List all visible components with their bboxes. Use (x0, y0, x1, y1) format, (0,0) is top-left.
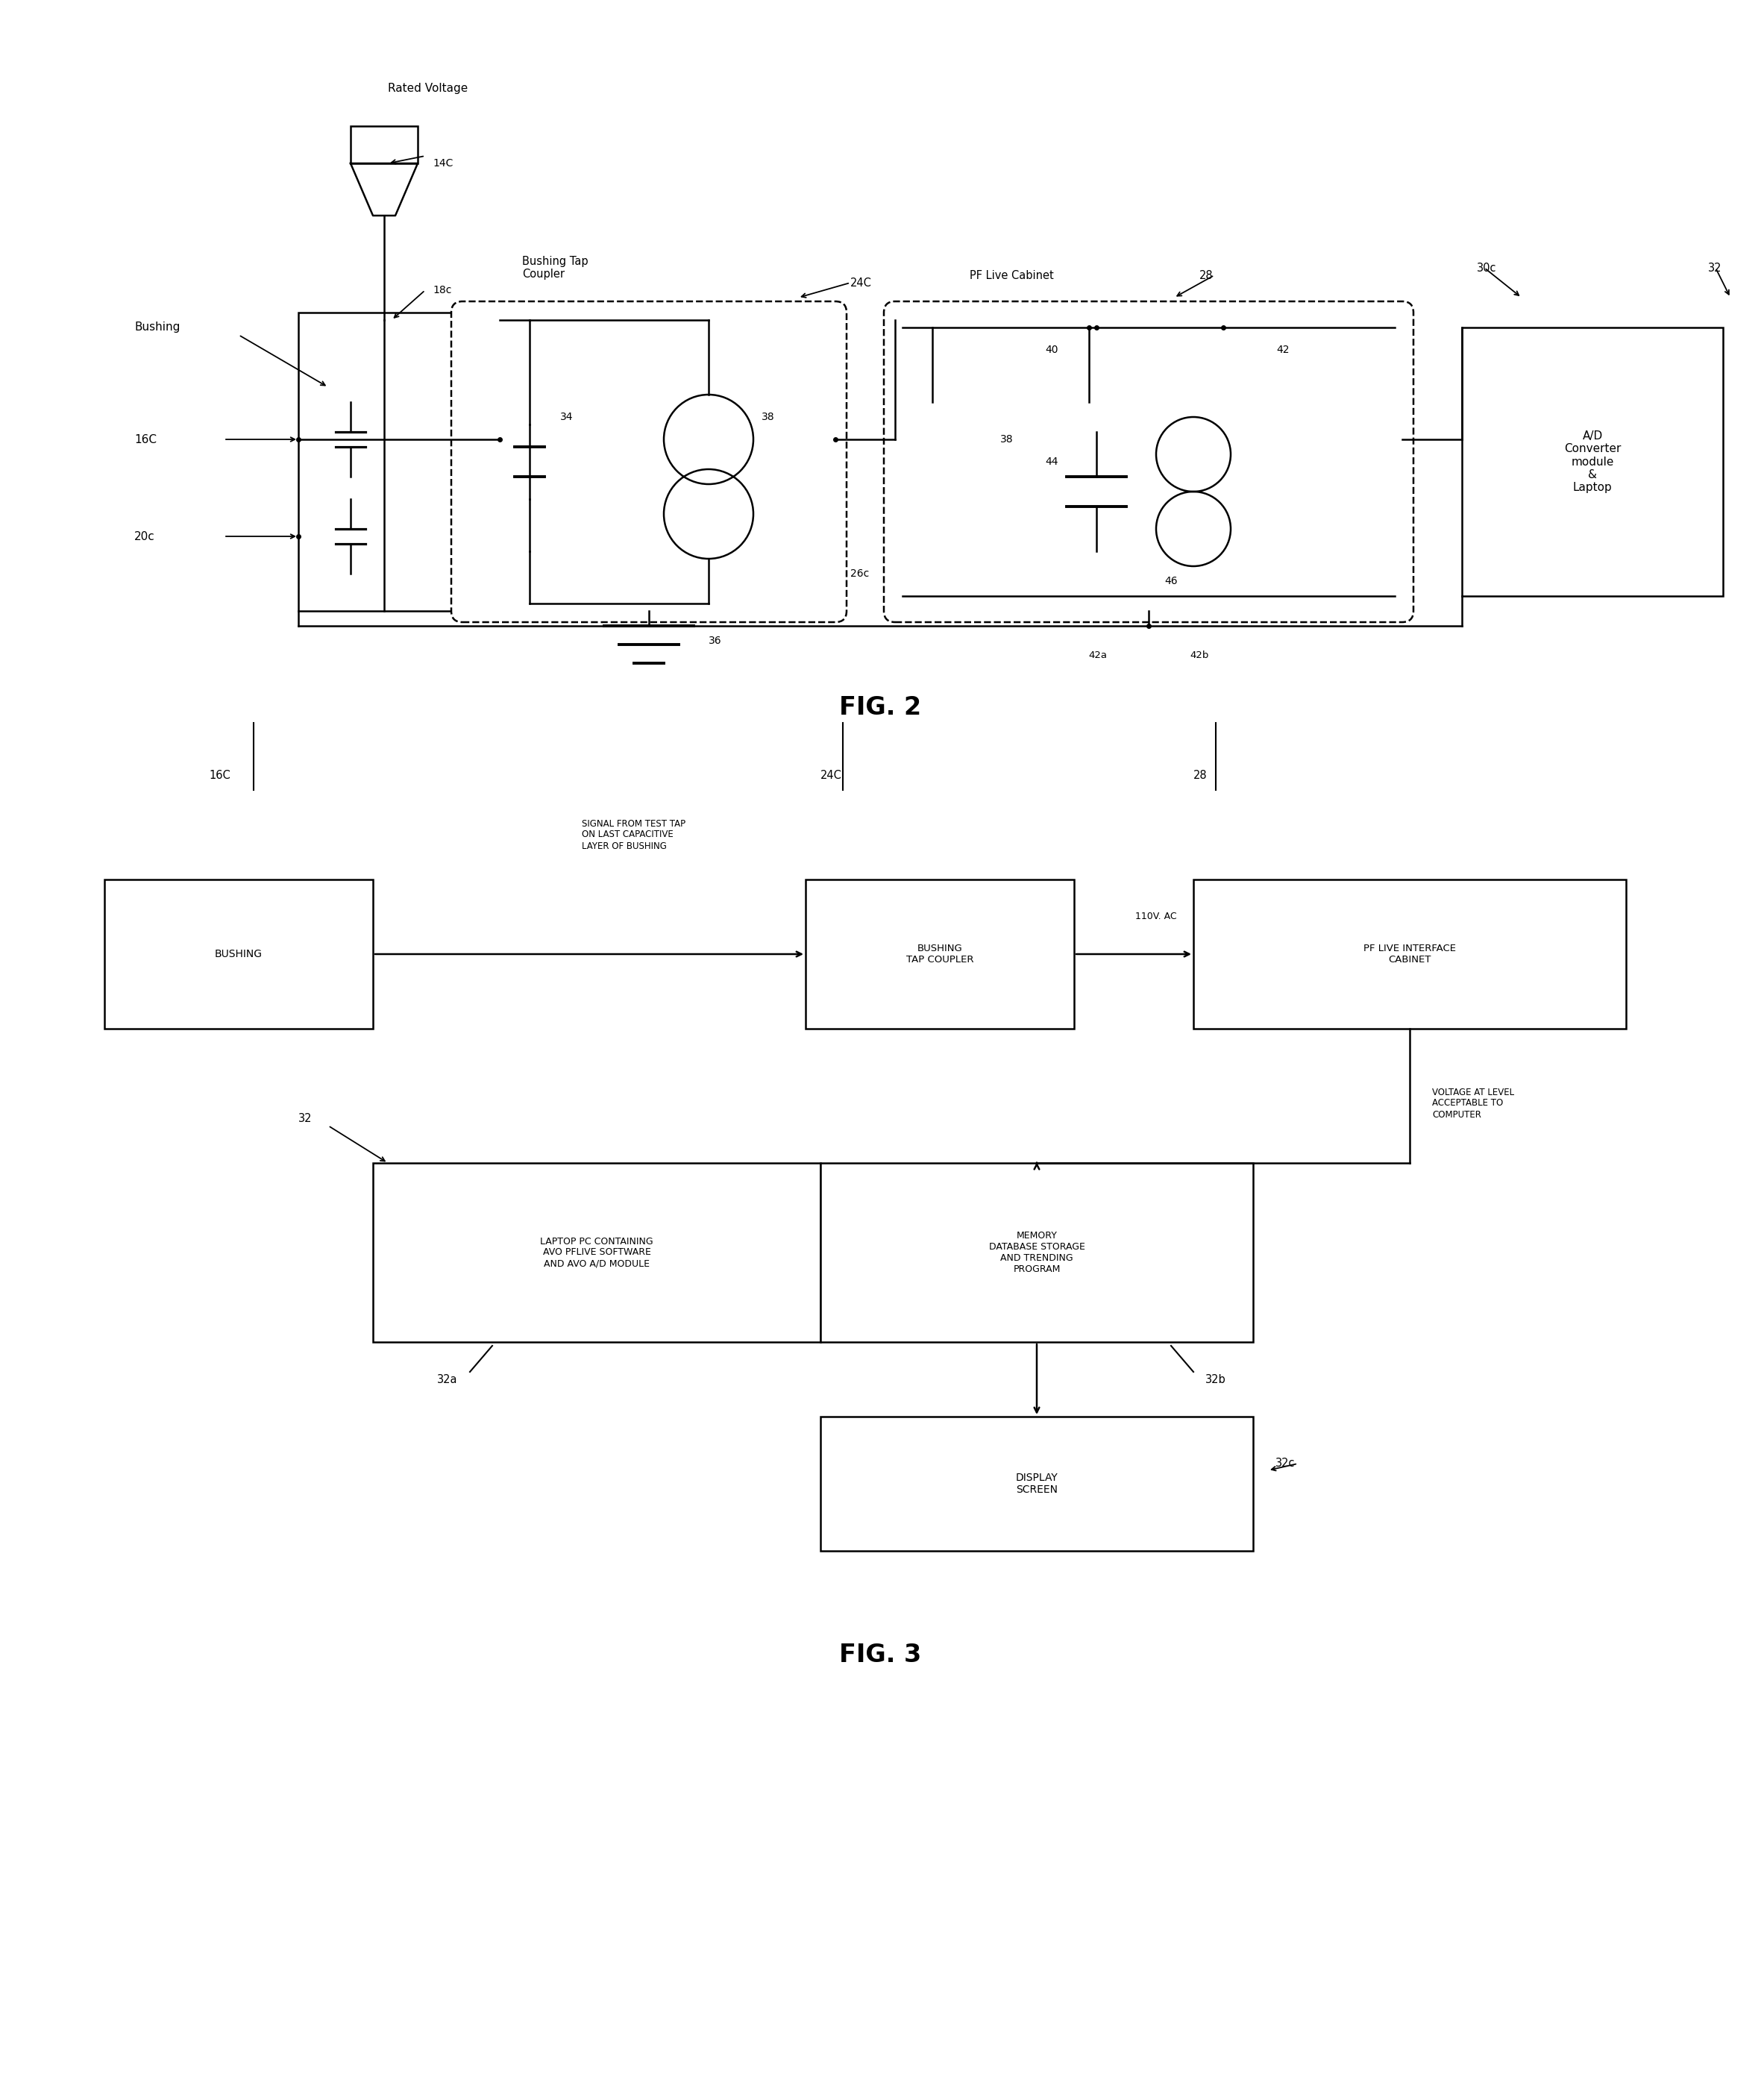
Bar (372, 1163, 820, 1343)
Text: 26c: 26c (850, 568, 870, 578)
Text: FIG. 3: FIG. 3 (840, 1643, 921, 1668)
Text: MEMORY
DATABASE STORAGE
AND TRENDING
PROGRAM: MEMORY DATABASE STORAGE AND TRENDING PRO… (988, 1230, 1085, 1274)
Text: 28: 28 (1194, 770, 1207, 781)
Text: LAPTOP PC CONTAINING
AVO PFLIVE SOFTWARE
AND AVO A/D MODULE: LAPTOP PC CONTAINING AVO PFLIVE SOFTWARE… (540, 1236, 653, 1270)
Text: 32: 32 (298, 1113, 312, 1123)
Text: 16C: 16C (134, 434, 157, 445)
Text: 46: 46 (1164, 576, 1178, 587)
Bar (351, 125, 418, 163)
Text: PF LIVE INTERFACE
CABINET: PF LIVE INTERFACE CABINET (1364, 944, 1455, 965)
Bar (806, 879, 1074, 1029)
FancyBboxPatch shape (884, 301, 1413, 622)
Text: 18c: 18c (432, 284, 452, 294)
Text: Bushing Tap
Coupler: Bushing Tap Coupler (522, 255, 587, 280)
Text: 44: 44 (1044, 457, 1058, 468)
Text: 32b: 32b (1205, 1374, 1226, 1384)
Text: 42b: 42b (1191, 651, 1208, 660)
Text: 32a: 32a (437, 1374, 459, 1384)
Text: 30c: 30c (1476, 263, 1496, 274)
Text: BUSHING: BUSHING (215, 948, 263, 958)
Text: 38: 38 (762, 411, 774, 422)
Text: 34: 34 (561, 411, 573, 422)
Bar (820, 1416, 1252, 1551)
Bar (1462, 328, 1723, 595)
Text: 14C: 14C (432, 159, 453, 169)
Text: 38: 38 (1000, 434, 1014, 445)
Bar (298, 313, 469, 612)
Text: 110V. AC: 110V. AC (1136, 912, 1177, 921)
Text: 24C: 24C (850, 278, 871, 288)
Text: VOLTAGE AT LEVEL
ACCEPTABLE TO
COMPUTER: VOLTAGE AT LEVEL ACCEPTABLE TO COMPUTER (1432, 1088, 1514, 1119)
Text: 40: 40 (1044, 345, 1058, 355)
Text: 32c: 32c (1275, 1457, 1295, 1470)
Text: 20c: 20c (134, 530, 155, 543)
Text: FIG. 2: FIG. 2 (840, 695, 921, 720)
Text: 42: 42 (1277, 345, 1289, 355)
Bar (104, 879, 372, 1029)
Text: 28: 28 (1200, 269, 1214, 282)
Text: 24C: 24C (820, 770, 841, 781)
Text: 42a: 42a (1088, 651, 1108, 660)
FancyBboxPatch shape (452, 301, 847, 622)
Text: A/D
Converter
module
&
Laptop: A/D Converter module & Laptop (1565, 430, 1621, 493)
Text: Rated Voltage: Rated Voltage (388, 84, 467, 94)
Text: PF Live Cabinet: PF Live Cabinet (970, 269, 1053, 282)
Text: DISPLAY
SCREEN: DISPLAY SCREEN (1016, 1472, 1058, 1495)
Text: 32: 32 (1708, 263, 1722, 274)
Polygon shape (351, 163, 418, 215)
Text: BUSHING
TAP COUPLER: BUSHING TAP COUPLER (907, 944, 974, 965)
Text: Bushing: Bushing (134, 322, 180, 334)
Text: 16C: 16C (208, 770, 231, 781)
Text: 36: 36 (709, 635, 721, 645)
Bar (1194, 879, 1626, 1029)
Bar (820, 1163, 1252, 1343)
Text: SIGNAL FROM TEST TAP
ON LAST CAPACITIVE
LAYER OF BUSHING: SIGNAL FROM TEST TAP ON LAST CAPACITIVE … (582, 818, 686, 850)
